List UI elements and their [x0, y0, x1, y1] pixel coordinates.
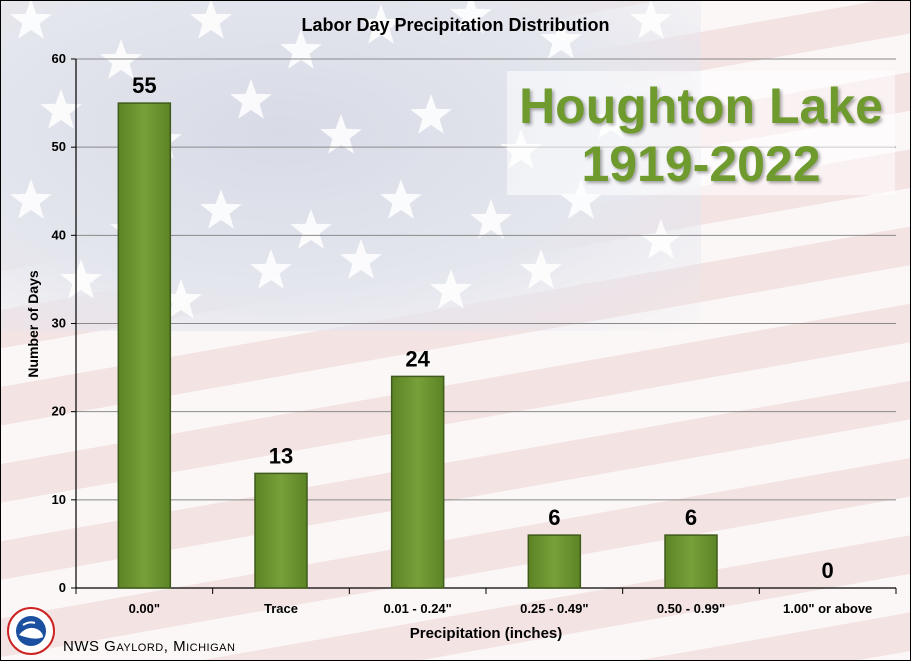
flag-star-icon — [190, 1, 232, 39]
bar — [664, 534, 718, 589]
y-tick-label: 60 — [52, 51, 66, 66]
bar-value-label: 24 — [405, 346, 430, 371]
flag-star-icon — [560, 179, 602, 219]
flag-star-icon — [280, 29, 322, 69]
bar — [117, 102, 172, 589]
flag-star-icon — [230, 79, 272, 119]
flag-star-icon — [160, 279, 202, 319]
flag-star-icon — [290, 209, 332, 249]
bar — [254, 472, 308, 589]
flag-star-icon — [10, 179, 52, 219]
bar — [527, 534, 582, 589]
y-tick-label: 40 — [52, 227, 66, 242]
bar-value-label: 6 — [548, 505, 560, 530]
station-title-box: Houghton Lake 1919-2022 — [507, 71, 895, 195]
flag-stars — [10, 1, 682, 319]
flag-star-icon — [410, 94, 452, 134]
bar-labels: 55 13 24 6 6 0 — [132, 73, 834, 583]
x-axis-label: Precipitation (inches) — [409, 625, 563, 642]
flag-star-icon — [380, 179, 422, 219]
y-tick-label: 50 — [52, 139, 66, 154]
y-tick-label: 30 — [52, 316, 66, 331]
flag-star-icon — [320, 114, 362, 154]
x-tick-label: 0.00" — [129, 601, 160, 616]
x-tick-label: 0.50 - 0.99" — [657, 601, 725, 616]
flag-star-icon — [60, 259, 102, 299]
chart-title: Labor Day Precipitation Distribution — [301, 15, 610, 35]
flag-star-icon — [40, 89, 82, 129]
y-tick-label: 20 — [52, 404, 66, 419]
period-of-record: 1919-2022 — [581, 136, 821, 192]
flag-star-icon — [340, 239, 382, 279]
bar-value-label: 13 — [269, 443, 293, 468]
x-tick-label: 0.01 - 0.24" — [384, 601, 452, 616]
nws-logo-icon — [7, 607, 55, 655]
bar-value-label: 0 — [822, 558, 834, 583]
x-tick-label: 0.25 - 0.49" — [520, 601, 588, 616]
tick-labels: 0.00" Trace 0.01 - 0.24" 0.25 - 0.49" 0.50 -… — [52, 51, 873, 616]
y-axis-label: Number of Days — [25, 270, 41, 378]
bars — [117, 102, 718, 589]
y-tick-label: 0 — [59, 580, 66, 595]
y-tick-label: 10 — [52, 492, 66, 507]
flag-star-icon — [540, 19, 582, 59]
flag-star-icon — [450, 1, 492, 34]
flag-star-icon — [360, 4, 402, 44]
bar-value-label: 6 — [685, 505, 697, 530]
station-name: Houghton Lake — [519, 78, 883, 134]
flag-star-icon — [630, 1, 672, 39]
bar — [390, 375, 445, 589]
x-tick-label: Trace — [264, 601, 298, 616]
axes — [71, 58, 897, 594]
flag-star-icon — [520, 249, 562, 289]
flag-star-icon — [200, 189, 242, 229]
flag-star-icon — [430, 269, 472, 309]
x-tick-label: 1.00" or above — [783, 601, 872, 616]
flag-star-icon — [10, 1, 52, 39]
flag-star-icon — [250, 249, 292, 289]
bar-value-label: 55 — [132, 73, 156, 98]
flag-star-icon — [470, 199, 512, 239]
flag-star-icon — [640, 219, 682, 259]
footer-office: NWS Gaylord, Michigan — [63, 638, 236, 655]
